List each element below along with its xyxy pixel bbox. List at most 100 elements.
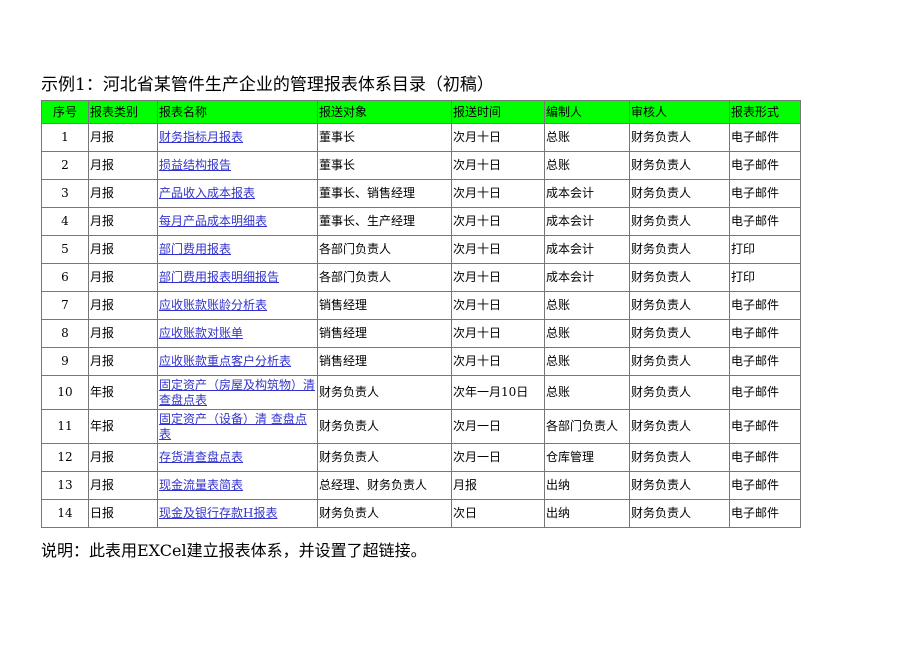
table-cell: 销售经理 — [317, 291, 452, 320]
table-cell: 次月十日 — [451, 263, 545, 292]
table-cell: 每月产品成本明细表 — [157, 207, 318, 236]
table-cell: 12 — [41, 443, 89, 472]
table-cell: 电子邮件 — [729, 375, 801, 410]
report-link[interactable]: 固定资产（设备）清 查盘点表 — [159, 411, 307, 441]
table-cell: 出纳 — [544, 499, 630, 528]
table-row: 4 月报 每月产品成本明细表 董事长、生产经理 次月十日 成本会计 财务负责人 电子邮件 — [41, 207, 801, 236]
table-cell: 财务指标月报表 — [157, 123, 318, 152]
table-cell: 部门费用报表明细报告 — [157, 263, 318, 292]
table-cell: 固定资产（设备）清 查盘点表 — [157, 409, 318, 444]
table-cell: 6 — [41, 263, 89, 292]
table-cell: 电子邮件 — [729, 499, 801, 528]
report-link[interactable]: 损益结构报告 — [159, 158, 232, 172]
note-text: 说明：此表用EXCel建立报表体系，并设置了超链接。 — [41, 541, 427, 560]
table-cell: 年报 — [88, 409, 158, 444]
table-cell: 电子邮件 — [729, 443, 801, 472]
table-cell: 月报 — [451, 471, 545, 500]
table-cell: 存货清查盘点表 — [157, 443, 318, 472]
table-cell: 8 — [41, 319, 89, 348]
table-cell: 董事长 — [317, 123, 452, 152]
column-header: 报送对象 — [317, 100, 452, 124]
table-cell: 13 — [41, 471, 89, 500]
report-link[interactable]: 现金流量表简表 — [159, 478, 244, 492]
table-cell: 财务负责人 — [317, 409, 452, 444]
table-cell: 次月十日 — [451, 179, 545, 208]
table-cell: 3 — [41, 179, 89, 208]
report-link[interactable]: 财务指标月报表 — [159, 130, 244, 144]
table-cell: 电子邮件 — [729, 207, 801, 236]
table-cell: 财务负责人 — [629, 207, 730, 236]
table-cell: 各部门负责人 — [317, 263, 452, 292]
report-link[interactable]: 存货清查盘点表 — [159, 450, 244, 464]
table-cell: 月报 — [88, 263, 158, 292]
column-header: 报表形式 — [729, 100, 801, 124]
report-link[interactable]: 产品收入成本报表 — [159, 186, 256, 200]
report-link[interactable]: 应收账款对账单 — [159, 326, 244, 340]
table-cell: 14 — [41, 499, 89, 528]
table-cell: 成本会计 — [544, 179, 630, 208]
report-link[interactable]: 应收账款账龄分析表 — [159, 298, 268, 312]
table-row: 3 月报 产品收入成本报表 董事长、销售经理 次月十日 成本会计 财务负责人 电子邮件 — [41, 179, 801, 208]
report-link[interactable]: 固定资产（房屋及构筑物）清查盘点表 — [159, 377, 316, 407]
column-header: 编制人 — [544, 100, 630, 124]
table-cell: 电子邮件 — [729, 319, 801, 348]
table-cell: 总账 — [544, 123, 630, 152]
table-row: 2 月报 损益结构报告 董事长 次月十日 总账 财务负责人 电子邮件 — [41, 151, 801, 180]
table-cell: 仓库管理 — [544, 443, 630, 472]
table-cell: 9 — [41, 347, 89, 376]
table-cell: 次月十日 — [451, 319, 545, 348]
table-cell: 财务负责人 — [629, 263, 730, 292]
table-cell: 月报 — [88, 319, 158, 348]
report-link[interactable]: 部门费用报表 — [159, 242, 232, 256]
report-link[interactable]: 部门费用报表明细报告 — [159, 270, 280, 284]
table-cell: 打印 — [729, 263, 801, 292]
table-cell: 财务负责人 — [629, 347, 730, 376]
table-cell: 月报 — [88, 235, 158, 264]
table-cell: 4 — [41, 207, 89, 236]
table-cell: 产品收入成本报表 — [157, 179, 318, 208]
table-cell: 董事长、生产经理 — [317, 207, 452, 236]
table-cell: 次月十日 — [451, 235, 545, 264]
table-cell: 次月一日 — [451, 409, 545, 444]
report-link[interactable]: 现金及银行存款H报表 — [159, 506, 278, 520]
table-cell: 电子邮件 — [729, 471, 801, 500]
column-header: 序号 — [41, 100, 89, 124]
table-cell: 财务负责人 — [317, 499, 452, 528]
table-cell: 各部门负责人 — [317, 235, 452, 264]
table-cell: 财务负责人 — [629, 375, 730, 410]
table-cell: 1 — [41, 123, 89, 152]
report-link[interactable]: 每月产品成本明细表 — [159, 214, 268, 228]
table-cell: 现金流量表简表 — [157, 471, 318, 500]
report-catalog-table: 序号 报表类别 报表名称 报送对象 报送时间 编制人 审核人 报表形式 1 月报 财务指标月报表董… — [41, 100, 801, 528]
column-header: 审核人 — [629, 100, 730, 124]
table-row: 9 月报 应收账款重点客户分析表 销售经理 次月十日 总账 财务负责人 电子邮件 — [41, 347, 801, 376]
report-link[interactable]: 应收账款重点客户分析表 — [159, 354, 292, 368]
table-cell: 11 — [41, 409, 89, 444]
table-row: 13 月报 现金流量表简表 总经理、财务负责人 月报 出纳 财务负责人 电子邮件 — [41, 471, 801, 500]
table-cell: 出纳 — [544, 471, 630, 500]
table-cell: 成本会计 — [544, 207, 630, 236]
table-cell: 财务负责人 — [629, 499, 730, 528]
table-cell: 财务负责人 — [317, 375, 452, 410]
table-cell: 成本会计 — [544, 263, 630, 292]
table-cell: 财务负责人 — [629, 179, 730, 208]
table-cell: 应收账款对账单 — [157, 319, 318, 348]
table-cell: 次年一月10日 — [451, 375, 545, 410]
table-row: 8 月报 应收账款对账单 销售经理 次月十日 总账 财务负责人 电子邮件 — [41, 319, 801, 348]
table-row: 5 月报 部门费用报表 各部门负责人 次月十日 成本会计 财务负责人 打印 — [41, 235, 801, 264]
table-cell: 月报 — [88, 179, 158, 208]
table-cell: 次日 — [451, 499, 545, 528]
table-row: 1 月报 财务指标月报表 董事长 次月十日 总账 财务负责人 电子邮件 — [41, 123, 801, 152]
table-cell: 次月十日 — [451, 151, 545, 180]
table-cell: 次月一日 — [451, 443, 545, 472]
table-cell: 财务负责人 — [629, 151, 730, 180]
table-cell: 电子邮件 — [729, 291, 801, 320]
table-cell: 损益结构报告 — [157, 151, 318, 180]
table-cell: 7 — [41, 291, 89, 320]
table-cell: 财务负责人 — [629, 291, 730, 320]
table-cell: 2 — [41, 151, 89, 180]
table-cell: 电子邮件 — [729, 347, 801, 376]
table-cell: 5 — [41, 235, 89, 264]
table-cell: 月报 — [88, 443, 158, 472]
table-cell: 固定资产（房屋及构筑物）清查盘点表 — [157, 375, 318, 410]
